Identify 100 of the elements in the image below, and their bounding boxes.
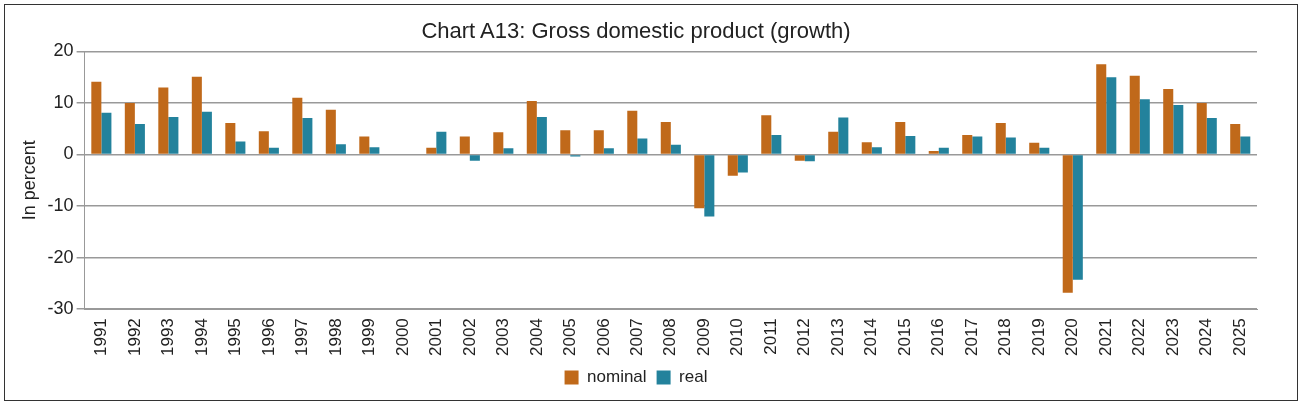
bar: [694, 155, 705, 209]
bar: [771, 134, 782, 154]
x-tick-label: 1998: [325, 318, 345, 357]
x-tick-label: 2010: [727, 318, 747, 357]
x-tick-label: 1993: [158, 318, 178, 357]
bar: [158, 87, 169, 154]
x-tick-label: 1999: [359, 318, 379, 357]
bar: [235, 141, 246, 154]
bar: [1139, 99, 1150, 154]
bar: [536, 116, 547, 154]
bar: [603, 148, 614, 154]
bar: [1173, 105, 1184, 154]
y-tick-label: -10: [47, 195, 74, 216]
x-tick-label: 1991: [91, 318, 111, 357]
chart-title: Chart A13: Gross domestic product (growth): [421, 18, 851, 44]
x-tick-label: 2018: [995, 318, 1015, 357]
bar: [1005, 137, 1016, 154]
bar: [972, 136, 983, 154]
bar: [134, 124, 145, 154]
bar: [1230, 124, 1241, 154]
bar: [526, 100, 537, 154]
bar: [1029, 142, 1040, 154]
bar: [828, 131, 839, 154]
bar: [503, 148, 514, 154]
bar: [268, 147, 279, 154]
bar: [637, 138, 648, 154]
bar: [1129, 75, 1140, 154]
x-tick-label: 2013: [827, 318, 847, 357]
bar: [1196, 102, 1207, 154]
bar: [895, 122, 906, 154]
y-tick-label: 10: [53, 91, 74, 112]
x-tick-label: 2000: [392, 318, 412, 357]
bar: [704, 155, 715, 217]
bar: [1106, 77, 1117, 154]
x-tick-label: 2015: [894, 318, 914, 357]
bar: [493, 132, 504, 154]
x-tick-label: 2020: [1062, 318, 1082, 357]
bar: [804, 155, 815, 162]
bar: [761, 115, 772, 154]
x-tick-label: 1992: [124, 318, 144, 357]
bar: [426, 147, 437, 154]
bar: [225, 123, 236, 154]
bar: [928, 150, 939, 154]
bar: [905, 135, 916, 154]
bar: [938, 147, 949, 154]
bar: [794, 155, 805, 161]
bar: [670, 144, 681, 154]
x-tick-label: 2003: [493, 318, 513, 357]
x-tick-label: 1995: [225, 318, 245, 357]
x-tick-label: 2025: [1229, 318, 1249, 357]
legend-label: nominal: [587, 367, 647, 387]
bar: [168, 116, 179, 154]
x-tick-label: 2022: [1129, 318, 1149, 357]
bar: [91, 81, 102, 154]
bar: [1240, 136, 1251, 154]
bar: [871, 147, 882, 154]
bar: [838, 117, 849, 154]
x-tick-label: 2021: [1095, 318, 1115, 357]
y-tick-label: -20: [47, 246, 74, 267]
x-tick-label: 2004: [526, 318, 546, 357]
x-tick-label: 1997: [292, 318, 312, 357]
bar: [101, 112, 112, 154]
x-tick-label: 2009: [693, 318, 713, 357]
x-tick-label: 2007: [627, 318, 646, 357]
bar: [335, 144, 346, 154]
bar: [201, 111, 212, 154]
x-tick-label: 2019: [1028, 318, 1048, 357]
x-tick-label: 2011: [760, 318, 780, 355]
y-tick-label: 0: [63, 143, 74, 164]
bar: [1206, 117, 1217, 154]
bar: [191, 76, 202, 154]
x-tick-label: 1996: [258, 318, 278, 357]
x-tick-label: 2024: [1196, 318, 1216, 357]
bar: [459, 136, 470, 154]
bar: [359, 136, 370, 154]
x-tick-label: 2014: [861, 318, 881, 357]
x-tick-label: 2008: [660, 318, 680, 357]
x-tick-label: 2023: [1162, 318, 1182, 357]
x-tick-label: 2005: [560, 318, 580, 357]
bar: [258, 131, 269, 154]
bar: [469, 155, 480, 161]
bar: [1039, 147, 1050, 154]
bar: [727, 155, 738, 176]
x-tick-label: 2016: [928, 318, 948, 357]
bar: [593, 130, 604, 154]
x-tick-label: 1994: [191, 318, 211, 357]
y-axis-title: In percent: [18, 140, 39, 221]
bar: [962, 134, 973, 154]
bar: [292, 97, 303, 154]
y-tick-label: -30: [47, 298, 74, 319]
bar: [627, 110, 638, 154]
x-tick-label: 2006: [593, 318, 613, 357]
bar: [1163, 89, 1174, 154]
x-tick-label: 2002: [459, 318, 479, 357]
bar: [369, 147, 380, 154]
y-tick-label: 20: [53, 40, 74, 61]
bar: [302, 117, 313, 154]
bar: [1096, 64, 1107, 154]
x-tick-label: 2001: [426, 318, 446, 357]
x-tick-label: 2012: [794, 318, 814, 357]
